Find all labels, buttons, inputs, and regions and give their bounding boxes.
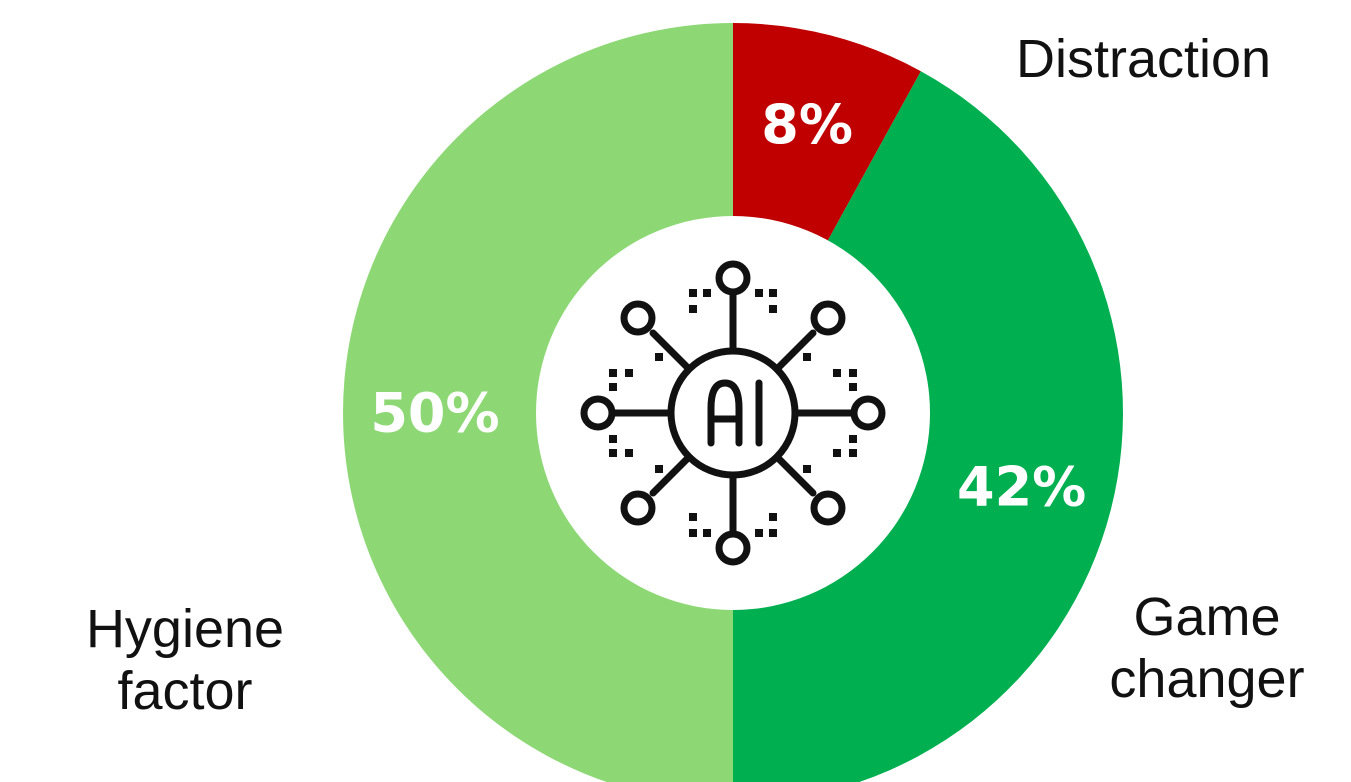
category-label-game-changer-line2: changer (1109, 649, 1305, 709)
category-label-distraction: Distraction (1016, 29, 1272, 89)
value-label-distraction: 8% (761, 93, 853, 156)
value-label-game-changer: 42% (957, 456, 1086, 519)
value-label-hygiene-factor: 50% (370, 382, 499, 445)
category-label-game-changer-line1: Game (1133, 587, 1281, 647)
value-labels-group: 8% 42% 50% (370, 93, 1086, 519)
category-label-hygiene-factor-line2: factor (117, 661, 253, 721)
category-label-game-changer: Game changer (1062, 586, 1351, 710)
donut-hole (536, 216, 930, 610)
category-label-hygiene-factor-line1: Hygiene (85, 599, 285, 659)
ai-network-icon (580, 260, 886, 566)
category-label-hygiene-factor: Hygiene factor (30, 598, 340, 722)
